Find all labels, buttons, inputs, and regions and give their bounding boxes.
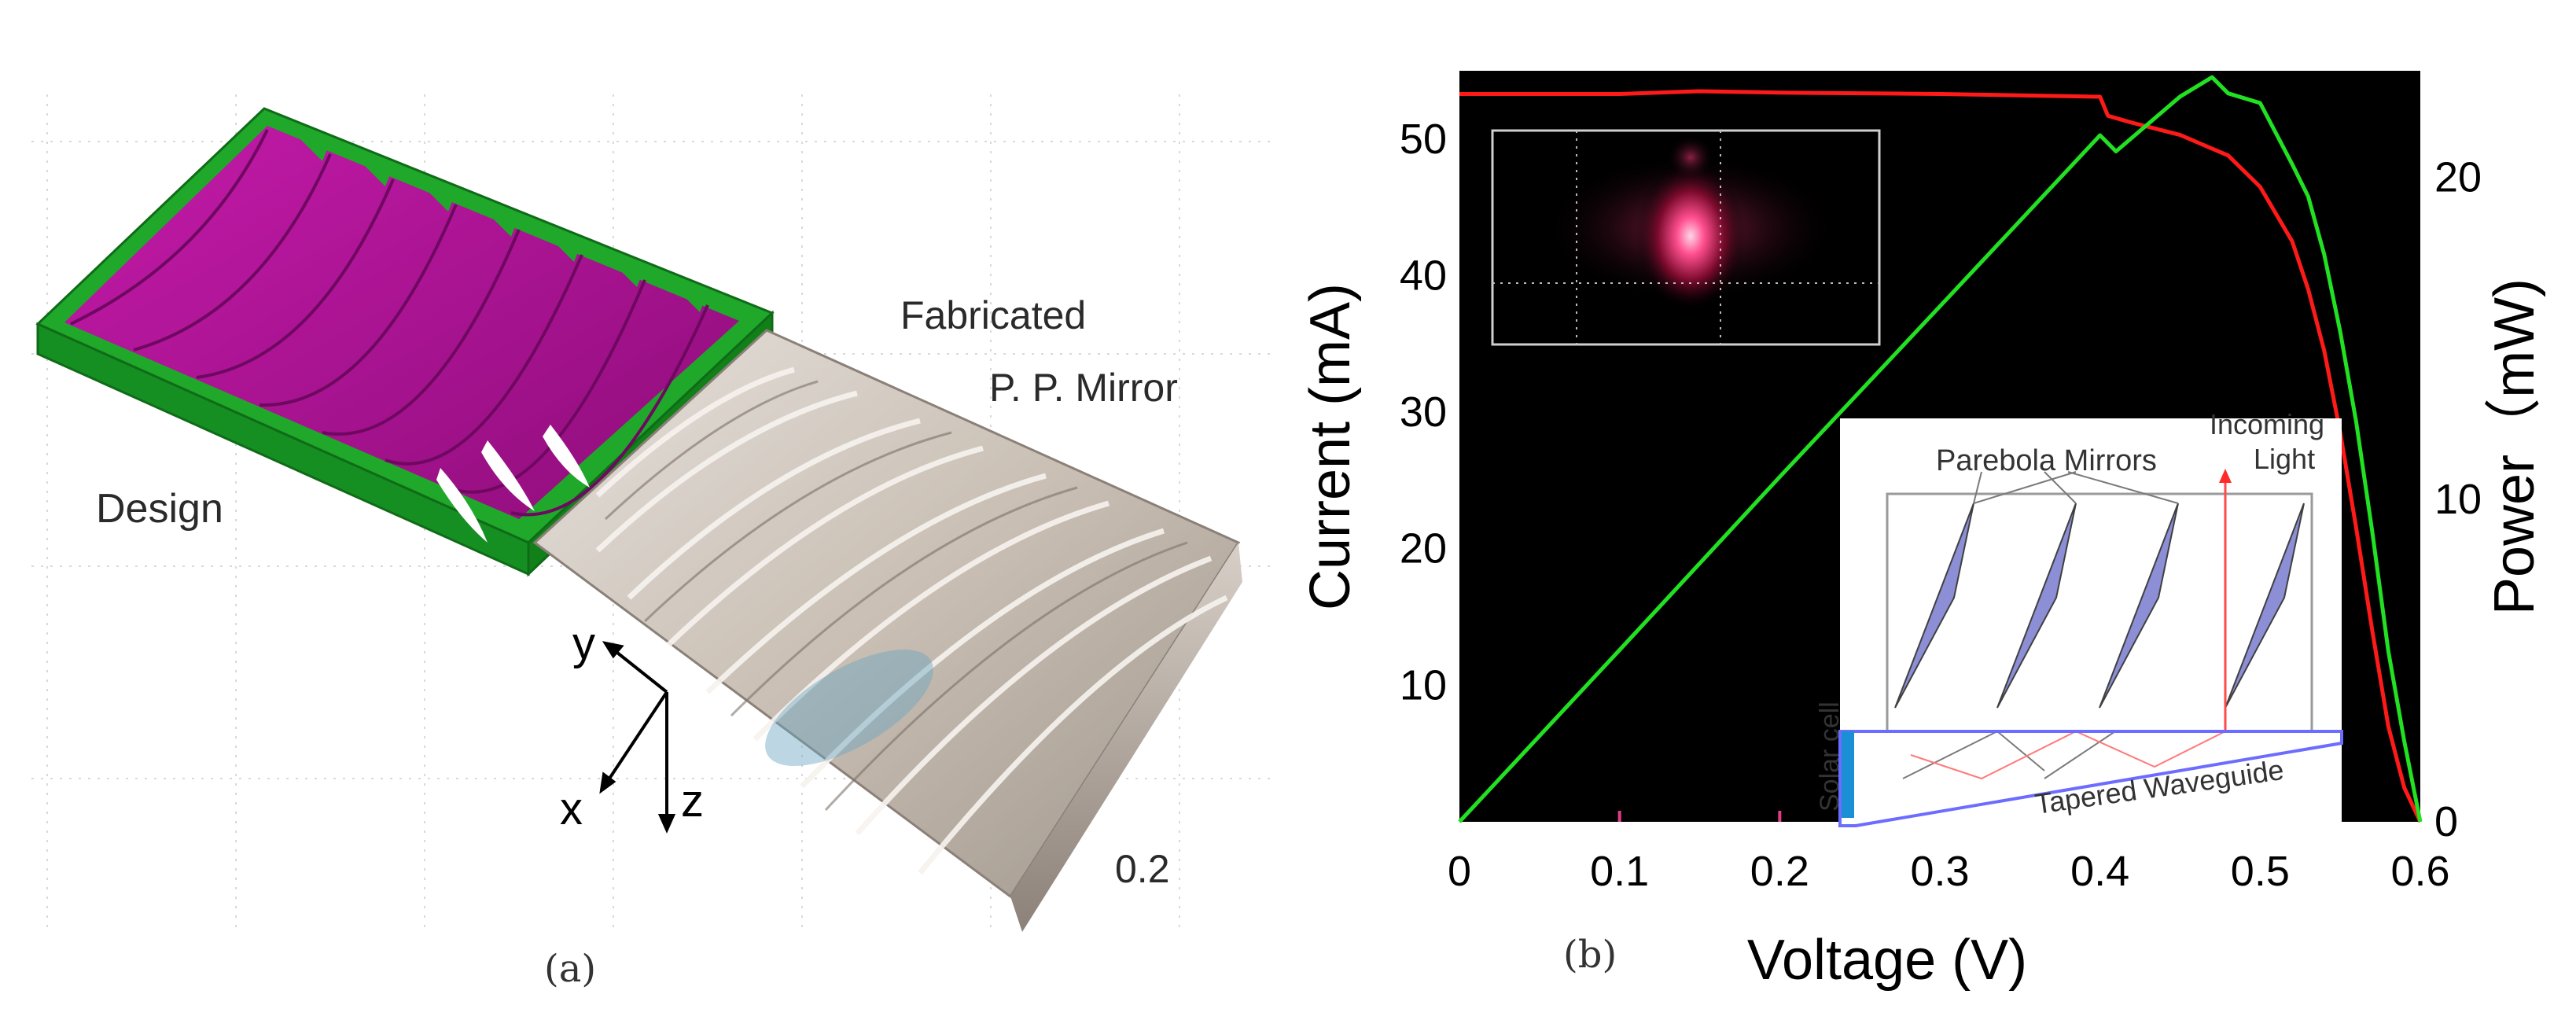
panel-b-caption: (b) <box>1563 933 1617 977</box>
label-design: Design <box>96 486 223 532</box>
x-axis-title: Voltage (V) <box>1747 929 2027 992</box>
y2-tick-label: 20 <box>2434 153 2482 201</box>
series-line-power <box>1458 75 2423 823</box>
design-sawtooth <box>299 138 708 312</box>
panel-a-caption: (a) <box>544 947 596 991</box>
inset-schematic: Parebola Mirrors Incoming Light Tapered … <box>1815 408 2343 827</box>
panel-a-figure: y x z Design Fabricated P. P. Mirror 0.2… <box>31 94 1274 991</box>
y-tick-label: 40 <box>1400 252 1447 299</box>
label-pp-mirror: P. P. Mirror <box>989 366 1178 410</box>
panel-a: y x z Design Fabricated P. P. Mirror 0.2… <box>0 0 1290 1027</box>
y-axis-title: Current (mA) <box>1299 283 1362 610</box>
label-fabricated: Fabricated <box>900 293 1086 337</box>
inset-label-light: Light <box>2254 443 2315 475</box>
axis-tick-labels: 0 0.1 0.2 0.3 0.4 0.5 0.6 10 20 30 40 50 0 10 20 <box>1400 116 2482 895</box>
scale-value: 0.2 <box>1115 847 1170 891</box>
x-tick-label: 0 <box>1448 848 1471 895</box>
axis-x-label: x <box>560 783 583 834</box>
fabricated-arcs <box>595 366 1228 875</box>
inset-label-mirrors: Parebola Mirrors <box>1936 444 2157 477</box>
inset-label-incoming: Incoming <box>2210 408 2324 440</box>
iv-chart: Parebola Mirrors Incoming Light Tapered … <box>1299 71 2546 992</box>
coordinate-axes <box>599 641 676 834</box>
x-tick-label: 0.3 <box>1910 848 1969 895</box>
parabola-mirrors <box>1894 503 2305 709</box>
y-tick-label: 50 <box>1400 116 1447 163</box>
x-tick-label: 0.4 <box>2070 848 2129 895</box>
design-white-slits <box>436 425 590 543</box>
x-tick-label: 0.5 <box>2231 848 2290 895</box>
x-tick-label: 0.6 <box>2390 848 2449 895</box>
x-tick-label: 0.1 <box>1590 848 1649 895</box>
y-tick-label: 10 <box>1400 661 1447 709</box>
x-tick-label: 0.2 <box>1750 848 1809 895</box>
axis-y-label: y <box>572 618 595 669</box>
series-line-current <box>1459 89 2423 823</box>
design-model <box>35 107 775 577</box>
fabricated-mirror <box>532 329 1242 932</box>
y2-axis-title: Power（mW) <box>2483 278 2546 615</box>
y-tick-label: 30 <box>1400 388 1447 436</box>
y2-tick-label: 0 <box>2434 798 2458 845</box>
axis-z-label: z <box>681 775 704 827</box>
panel-b: Parebola Mirrors Incoming Light Tapered … <box>1290 0 2576 1027</box>
design-mirror-arcs <box>70 129 709 517</box>
inset-light-spot <box>1491 129 1881 346</box>
series-layer <box>1458 75 2423 823</box>
y2-tick-label: 10 <box>2434 476 2482 523</box>
y-tick-label: 20 <box>1400 525 1447 573</box>
inset-label-solar-cell: Solar cell <box>1815 701 1845 812</box>
